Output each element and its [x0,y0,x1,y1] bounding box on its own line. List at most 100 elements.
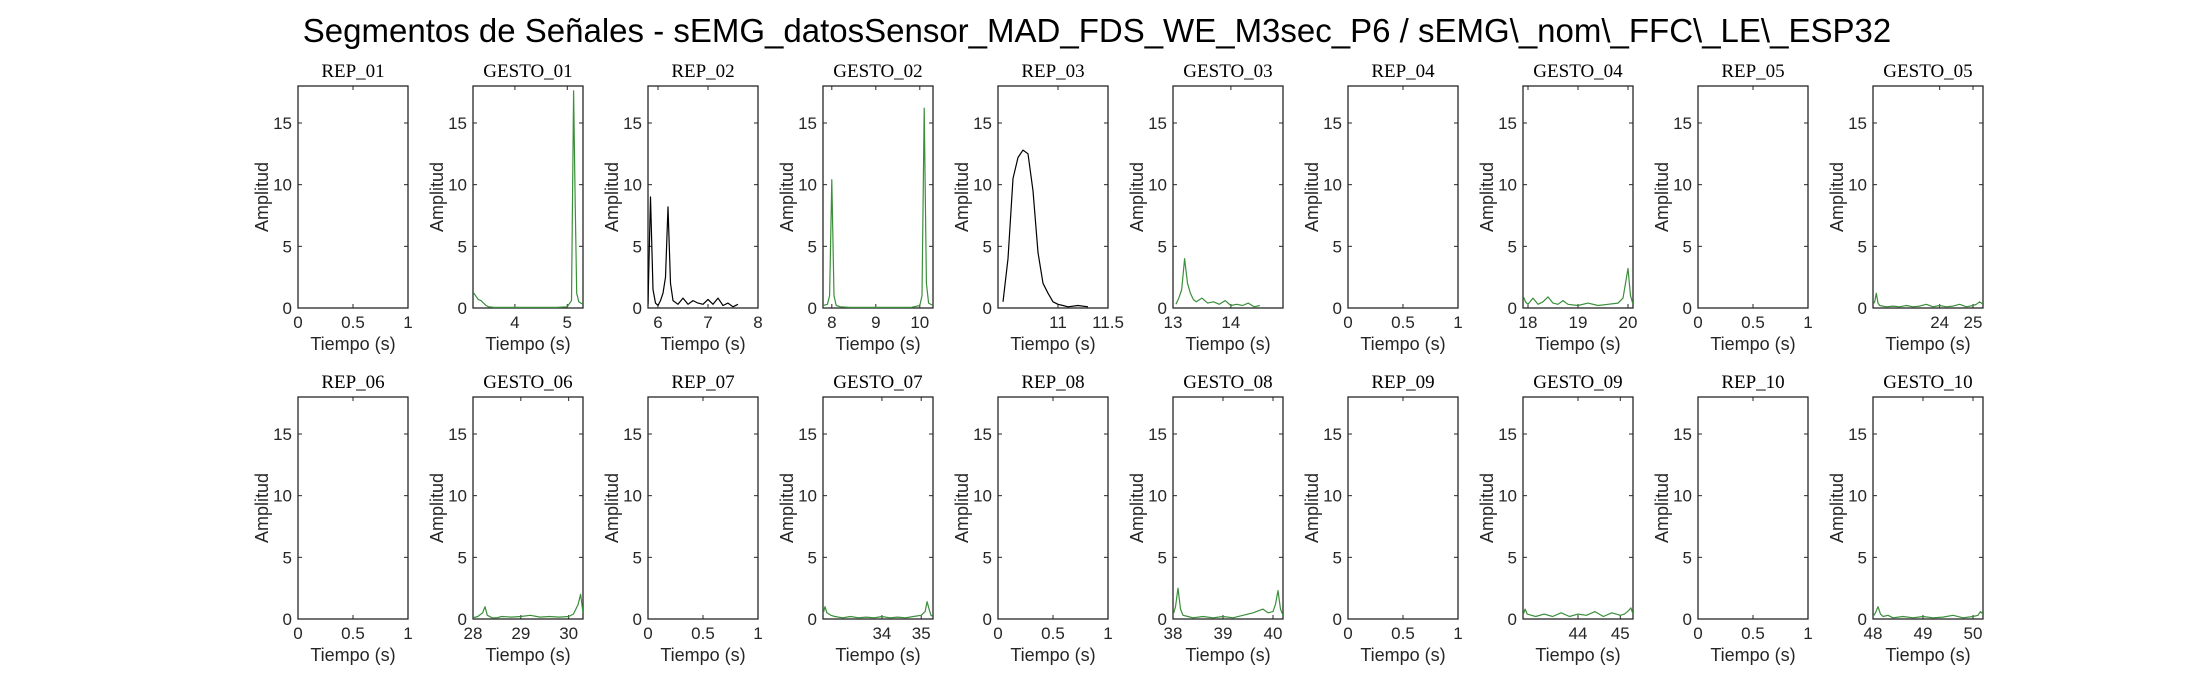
axes-frame [1347,396,1459,620]
subplot-gesto-04: GESTO_04 0 5 10 15 18 19 20 Tiempo (s) Amplitud [1477,61,1637,354]
y-tick-label: 10 [1848,487,1867,506]
subplot-title: GESTO_07 [833,372,922,393]
subplot-title: GESTO_01 [483,61,572,82]
x-axis-label: Tiempo (s) [1360,334,1445,354]
y-tick-label: 0 [983,610,992,629]
x-tick-label: 18 [1519,313,1538,332]
y-axis-label: Amplitud [252,162,272,232]
y-tick-label: 10 [798,487,817,506]
x-tick-label: 8 [827,313,836,332]
y-axis-label: Amplitud [1827,162,1847,232]
subplot-gesto-01: GESTO_01 0 5 10 15 4 5 Tiempo (s) Amplitud [427,61,584,354]
x-tick-label: 0 [293,313,302,332]
axes-frame [997,85,1109,309]
x-tick-label: 1 [1803,624,1812,643]
y-tick-label: 10 [973,487,992,506]
subplot-gesto-09: GESTO_09 0 5 10 15 44 45 Tiempo (s) Amplitud [1477,372,1634,665]
signal-line [1873,292,1983,308]
subplot-rep-06: REP_06 0 5 10 15 0 0.5 1 Tiempo (s) Amplitud [252,372,413,665]
axes-frame [1697,396,1809,620]
x-axis-label: Tiempo (s) [835,334,920,354]
x-tick-label: 29 [511,624,530,643]
y-axis-label: Amplitud [427,162,447,232]
x-axis-label: Tiempo (s) [1360,645,1445,665]
y-tick-label: 5 [1158,237,1167,256]
signal-line [1523,607,1633,618]
y-axis-label: Amplitud [777,473,797,543]
x-tick-label: 0.5 [1041,624,1065,643]
y-tick-label: 5 [458,548,467,567]
y-tick-label: 15 [1848,425,1867,444]
signal-line [823,601,933,619]
y-axis-label: Amplitud [952,473,972,543]
axes-frame [1347,85,1459,309]
x-tick-label: 9 [871,313,880,332]
y-tick-label: 5 [283,548,292,567]
x-tick-label: 40 [1264,624,1283,643]
y-tick-label: 10 [798,176,817,195]
x-axis-label: Tiempo (s) [1535,645,1620,665]
y-tick-label: 0 [808,299,817,318]
y-tick-label: 5 [1508,237,1517,256]
x-tick-label: 6 [653,313,662,332]
subplot-rep-04: REP_04 0 5 10 15 0 0.5 1 Tiempo (s) Amplitud [1302,61,1463,354]
x-tick-label: 0.5 [341,313,365,332]
subplot-title: REP_04 [1371,61,1435,82]
subplot-title: REP_02 [671,61,734,82]
y-tick-label: 15 [1498,114,1517,133]
x-axis-label: Tiempo (s) [1885,645,1970,665]
y-tick-label: 10 [1323,487,1342,506]
y-tick-label: 15 [973,114,992,133]
y-tick-label: 15 [1498,425,1517,444]
figure-title: Segmentos de Señales - sEMG_datosSensor_… [303,12,1891,49]
subplot-gesto-06: GESTO_06 0 5 10 15 28 29 30 Tiempo (s) Amplitud [427,372,584,665]
x-tick-label: 0 [1343,624,1352,643]
x-tick-label: 34 [872,624,891,643]
x-axis-label: Tiempo (s) [1535,334,1620,354]
y-axis-label: Amplitud [602,473,622,543]
subplot-gesto-02: GESTO_02 0 5 10 15 8 9 10 Tiempo (s) Amplitud [777,61,934,354]
x-tick-label: 0 [643,624,652,643]
axes-frame [1522,396,1634,620]
subplot-title: REP_01 [321,61,384,82]
x-axis-label: Tiempo (s) [310,645,395,665]
x-tick-label: 49 [1914,624,1933,643]
y-tick-label: 5 [983,237,992,256]
y-tick-label: 15 [1323,114,1342,133]
y-tick-label: 5 [808,548,817,567]
y-tick-label: 5 [458,237,467,256]
y-tick-label: 5 [1158,548,1167,567]
signal-line [1173,587,1283,619]
y-tick-label: 0 [458,610,467,629]
y-tick-label: 10 [973,176,992,195]
y-tick-label: 0 [1508,299,1517,318]
y-tick-label: 15 [1673,114,1692,133]
x-tick-label: 11 [1049,313,1067,332]
y-tick-label: 10 [1148,487,1167,506]
axes-frame [1697,85,1809,309]
x-tick-label: 0 [1343,313,1352,332]
y-tick-label: 5 [1508,548,1517,567]
subplot-rep-01: REP_01 0 5 10 15 0 0.5 1 Tiempo (s) Amplitud [252,61,413,354]
x-tick-label: 1 [1103,624,1112,643]
subplot-title: GESTO_05 [1883,61,1972,82]
y-axis-label: Amplitud [1652,473,1672,543]
y-tick-label: 5 [283,237,292,256]
y-tick-label: 0 [1158,610,1167,629]
subplot-title: GESTO_10 [1883,372,1972,393]
x-axis-label: Tiempo (s) [485,645,570,665]
y-tick-label: 10 [623,176,642,195]
y-tick-label: 15 [798,425,817,444]
y-tick-label: 15 [1848,114,1867,133]
subplot-rep-10: REP_10 0 5 10 15 0 0.5 1 Tiempo (s) Amplitud [1652,372,1813,665]
x-axis-label: Tiempo (s) [1710,645,1795,665]
x-tick-label: 8 [753,313,762,332]
y-tick-label: 0 [1858,610,1867,629]
x-axis-label: Tiempo (s) [1010,334,1095,354]
x-tick-label: 1 [1453,624,1462,643]
subplot-title: GESTO_04 [1533,61,1623,82]
y-tick-label: 15 [623,114,642,133]
y-tick-label: 10 [1498,176,1517,195]
y-tick-label: 5 [1858,548,1867,567]
